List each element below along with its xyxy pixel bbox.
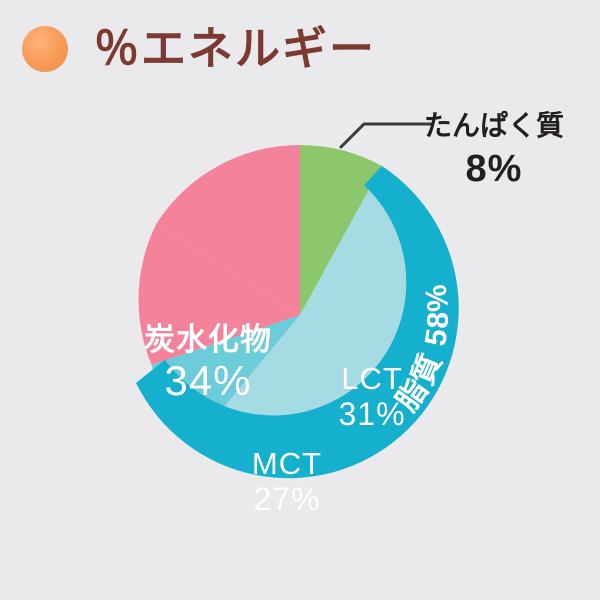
slice-label-carbohydrate: 炭水化物 34% — [118, 324, 298, 402]
pie-slice-protein — [300, 145, 382, 315]
page-title: ％エネルギー — [94, 22, 377, 74]
slice-label-carbohydrate-value: 34% — [164, 356, 252, 404]
pie-chart-svg: 脂質 58% — [136, 122, 459, 479]
callout-protein-value: 8% — [465, 148, 523, 190]
slice-label-carbohydrate-name: 炭水化物 — [144, 322, 272, 357]
orange-dot-icon — [22, 26, 68, 72]
slice-label-mct: MCT 27% — [222, 448, 352, 515]
slice-label-mct-value: 27% — [253, 480, 321, 517]
callout-protein: たんぱく質 8% — [424, 110, 565, 190]
callout-leader-line — [339, 122, 434, 149]
pie-ring-fat — [136, 166, 459, 479]
slice-label-mct-name: MCT — [251, 446, 323, 481]
page-header: ％エネルギー — [0, 0, 600, 96]
callout-protein-label: たんぱく質 — [424, 110, 565, 141]
slice-label-lct: LCT 31% — [312, 363, 432, 430]
pie-slice-carbohydrate-2 — [138, 223, 300, 365]
pie-slice-carbohydrate — [156, 144, 300, 315]
slice-label-lct-name: LCT — [341, 361, 403, 396]
pie-chart: 脂質 58% 炭水化物 34% LCT 31% MCT 27% — [0, 96, 600, 600]
slice-label-lct-value: 31% — [338, 395, 406, 432]
